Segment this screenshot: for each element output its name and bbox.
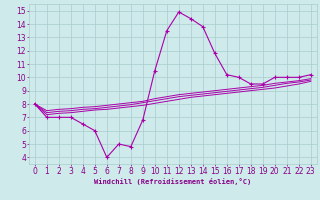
X-axis label: Windchill (Refroidissement éolien,°C): Windchill (Refroidissement éolien,°C)	[94, 178, 252, 185]
